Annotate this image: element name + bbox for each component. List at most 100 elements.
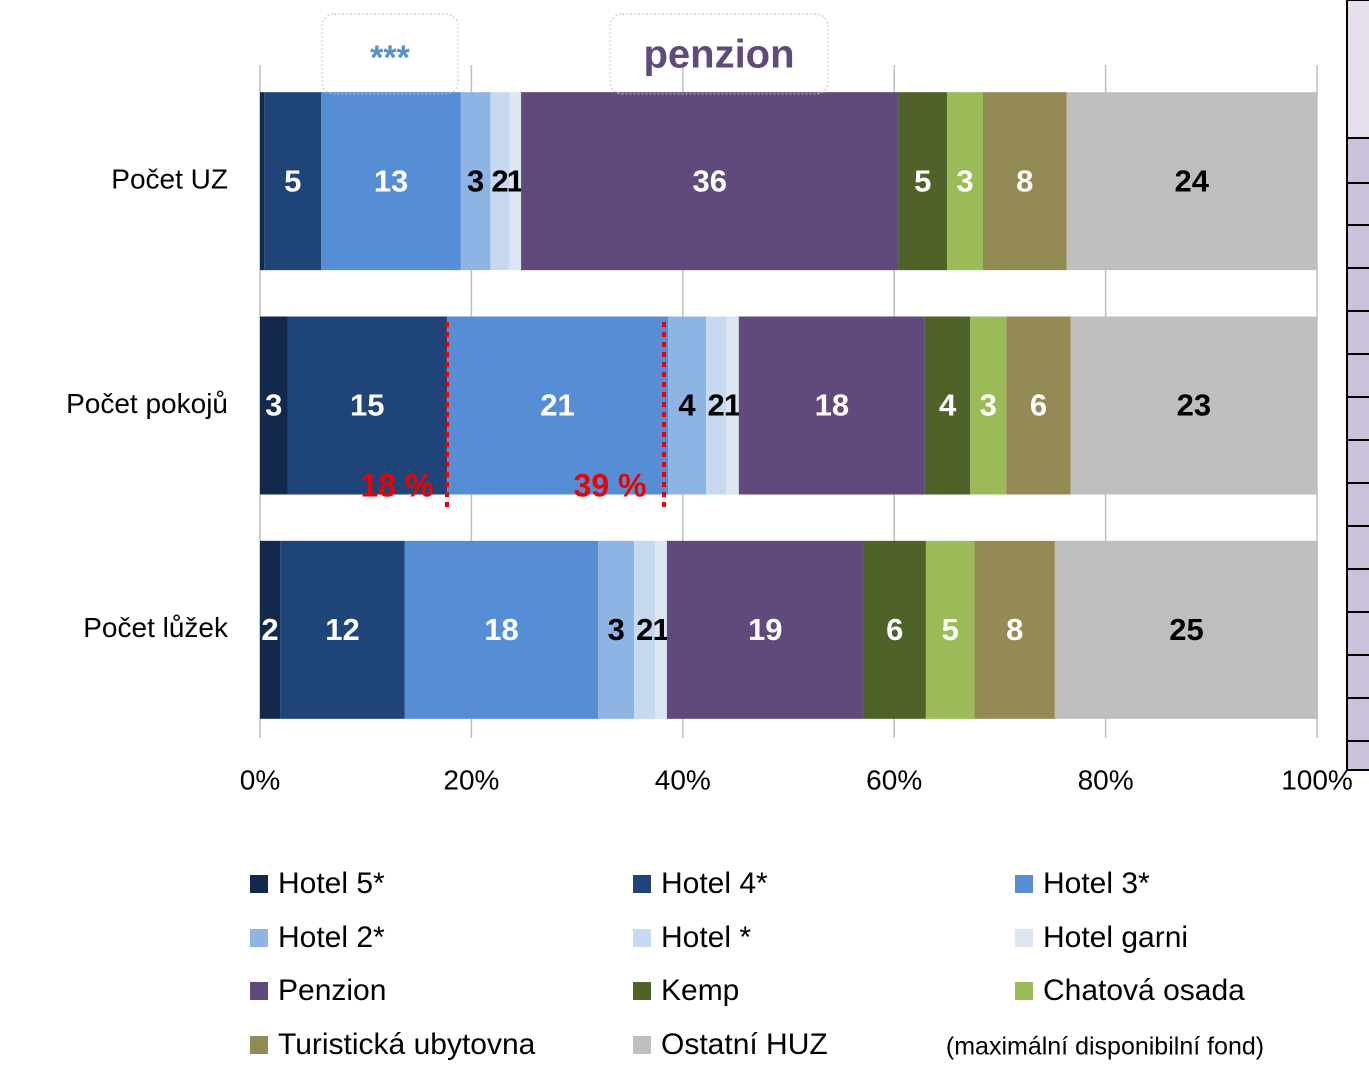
bar-segment	[521, 92, 899, 271]
x-tick-label: 80%	[1078, 764, 1134, 795]
data-label: 13	[374, 163, 408, 198]
bar-segment	[970, 316, 1007, 495]
data-label: 6	[1030, 388, 1047, 423]
legend-label: Ostatní HUZ	[661, 1028, 828, 1061]
legend-swatch	[1015, 982, 1033, 1000]
data-label: 15	[350, 388, 384, 423]
data-label: 36	[693, 163, 727, 198]
bar-segment	[287, 316, 448, 495]
bar-segment	[460, 92, 491, 271]
bar-segment	[924, 316, 971, 495]
data-label: 12	[325, 612, 359, 647]
bar-segment	[738, 316, 925, 495]
x-tick-label: 40%	[655, 764, 711, 795]
data-label: 3	[265, 388, 282, 423]
bar-segment	[1054, 540, 1319, 719]
bar-segment	[668, 316, 707, 495]
data-label: 4	[939, 388, 957, 423]
bar-segment	[260, 316, 288, 495]
data-label: 24	[1175, 163, 1210, 198]
bar-segment	[863, 540, 926, 719]
x-tick-label: 20%	[443, 764, 499, 795]
data-label: 6	[886, 612, 903, 647]
legend-swatch	[250, 982, 268, 1000]
bar-segment	[666, 540, 864, 719]
annotation: 18 %	[361, 467, 434, 503]
bar-segment	[447, 316, 669, 495]
y-tick-label: Počet UZ	[111, 164, 228, 195]
annotation-box	[321, 13, 459, 95]
data-label: 25	[1169, 612, 1203, 647]
bar-segment	[260, 540, 281, 719]
legend: Hotel 5* Hotel 4* Hotel 3* Hotel 2* Hotel * H…	[250, 867, 1245, 1061]
legend-label: Turistická ubytovna	[278, 1028, 536, 1061]
data-label: 8	[1016, 163, 1033, 198]
legend-swatch	[633, 1036, 651, 1054]
bar-segment	[974, 540, 1055, 719]
y-tick-label: Počet lůžek	[83, 612, 229, 643]
bar-segment	[726, 316, 739, 495]
bar-segment	[898, 92, 948, 271]
data-label: 5	[284, 163, 301, 198]
bar-segment	[490, 92, 510, 271]
bar-segment	[706, 316, 727, 495]
bar-segment	[509, 92, 522, 271]
legend-label: Hotel *	[661, 921, 751, 954]
legend-swatch	[633, 875, 651, 893]
annotation: ***	[370, 39, 410, 77]
legend-swatch	[250, 1036, 268, 1054]
data-label: 3	[467, 163, 484, 198]
bar-segment	[280, 540, 405, 719]
legend-swatch	[633, 982, 651, 1000]
bars: 5 13 3 21 36 5 3 8 243 15 21 4 2 1 18 4 3 6 232 12 18 3 2 1 19 6 5…	[260, 92, 1319, 719]
legend-label: Chatová osada	[1043, 974, 1245, 1007]
legend-swatch	[250, 875, 268, 893]
data-label: 1	[507, 163, 524, 198]
legend-label: Penzion	[278, 974, 386, 1007]
legend-label: Hotel 4*	[661, 867, 768, 900]
data-label: 18	[484, 612, 518, 647]
data-label: 4	[678, 388, 696, 423]
bar-segment	[1070, 316, 1317, 495]
annotation: penzion	[643, 33, 794, 77]
data-label: 5	[914, 163, 931, 198]
bar-segment	[598, 540, 635, 719]
bar-segment	[655, 540, 667, 719]
data-label: 19	[748, 612, 782, 647]
data-label: 1	[653, 612, 670, 647]
data-label: 8	[1006, 612, 1023, 647]
bar-segment	[1006, 316, 1071, 495]
data-label: 1	[724, 388, 741, 423]
legend-label: Hotel 2*	[278, 921, 385, 954]
bar-segment	[925, 540, 975, 719]
legend-label: Kemp	[661, 974, 739, 1007]
legend-label: Hotel garni	[1043, 921, 1188, 954]
data-label: 18	[815, 388, 849, 423]
legend-swatch	[1015, 929, 1033, 947]
data-label: 21	[540, 388, 574, 423]
data-label: 2	[261, 612, 278, 647]
data-label: 23	[1177, 388, 1211, 423]
bar-segment	[1066, 92, 1317, 271]
x-tick-label: 0%	[240, 764, 280, 795]
bar-segment	[260, 92, 265, 271]
annotation: (maximální disponibilní fond)	[946, 1033, 1264, 1061]
data-label: 3	[980, 388, 997, 423]
y-tick-label: Počet pokojů	[66, 388, 228, 419]
bar-segment	[982, 92, 1067, 271]
x-tick-label: 100%	[1281, 764, 1353, 795]
clipped-table	[1346, 0, 1369, 771]
annotation-box	[609, 13, 829, 95]
data-label: 5	[942, 612, 959, 647]
bar-segment	[947, 92, 983, 271]
bar-segment	[404, 540, 599, 719]
bar-segment	[321, 92, 461, 271]
annotation: 39 %	[574, 467, 647, 503]
legend-label: Hotel 5*	[278, 867, 385, 900]
x-tick-label: 60%	[866, 764, 922, 795]
data-label: 2	[636, 612, 653, 647]
data-label: 2	[491, 163, 508, 198]
bar-segment	[264, 92, 322, 271]
